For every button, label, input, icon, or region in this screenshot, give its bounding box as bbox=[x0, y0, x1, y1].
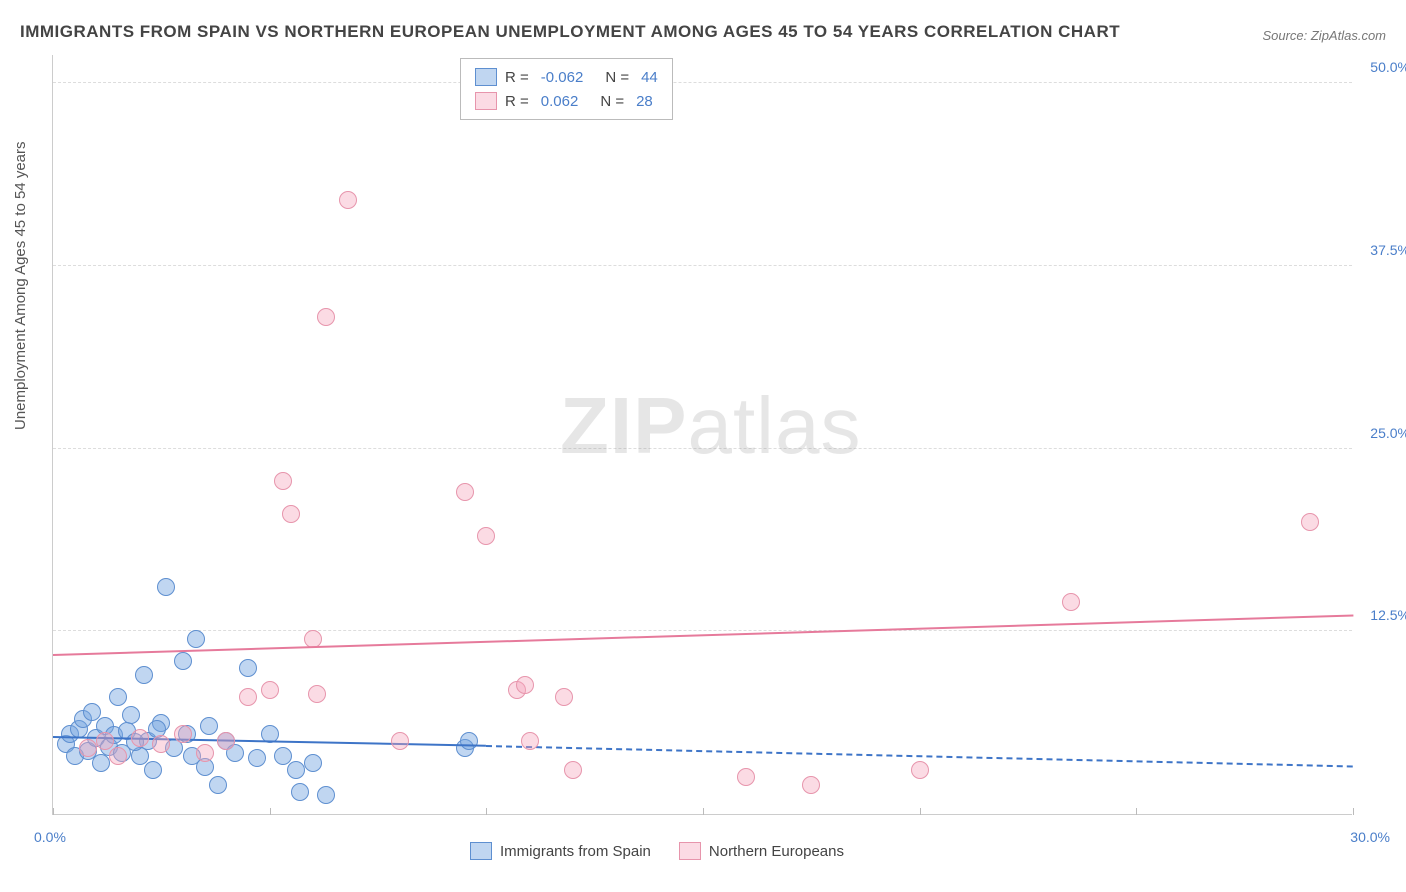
data-point bbox=[304, 754, 322, 772]
grid-line bbox=[53, 630, 1352, 631]
x-tick bbox=[53, 808, 54, 815]
data-point bbox=[274, 472, 292, 490]
grid-line bbox=[53, 82, 1352, 83]
data-point bbox=[174, 725, 192, 743]
data-point bbox=[135, 666, 153, 684]
n-value: 28 bbox=[636, 93, 653, 110]
data-point bbox=[460, 732, 478, 750]
data-point bbox=[157, 578, 175, 596]
data-point bbox=[79, 739, 97, 757]
x-tick-label: 0.0% bbox=[34, 829, 66, 845]
legend-label: Northern Europeans bbox=[709, 843, 844, 860]
legend-item: Immigrants from Spain bbox=[470, 842, 651, 860]
data-point bbox=[521, 732, 539, 750]
data-point bbox=[109, 688, 127, 706]
n-label: N = bbox=[600, 93, 624, 110]
grid-line bbox=[53, 265, 1352, 266]
r-value: 0.062 bbox=[541, 93, 579, 110]
data-point bbox=[287, 761, 305, 779]
data-point bbox=[144, 761, 162, 779]
trend-line bbox=[53, 615, 1353, 656]
x-tick bbox=[1136, 808, 1137, 815]
data-point bbox=[564, 761, 582, 779]
data-point bbox=[196, 744, 214, 762]
data-point bbox=[1301, 513, 1319, 531]
n-label: N = bbox=[605, 69, 629, 86]
data-point bbox=[261, 681, 279, 699]
scatter-chart: 12.5%25.0%37.5%50.0% bbox=[52, 55, 1352, 815]
y-tick-label: 50.0% bbox=[1370, 59, 1406, 75]
source-attribution: Source: ZipAtlas.com bbox=[1262, 28, 1386, 43]
data-point bbox=[274, 747, 292, 765]
y-axis-label: Unemployment Among Ages 45 to 54 years bbox=[12, 141, 29, 430]
data-point bbox=[174, 652, 192, 670]
n-value: 44 bbox=[641, 69, 658, 86]
data-point bbox=[131, 729, 149, 747]
data-point bbox=[248, 749, 266, 767]
x-tick bbox=[486, 808, 487, 815]
data-point bbox=[317, 786, 335, 804]
x-tick bbox=[703, 808, 704, 815]
data-point bbox=[83, 703, 101, 721]
x-tick-label: 30.0% bbox=[1350, 829, 1390, 845]
data-point bbox=[737, 768, 755, 786]
data-point bbox=[308, 685, 326, 703]
data-point bbox=[1062, 593, 1080, 611]
x-tick bbox=[270, 808, 271, 815]
data-point bbox=[477, 527, 495, 545]
data-point bbox=[239, 659, 257, 677]
data-point bbox=[209, 776, 227, 794]
data-point bbox=[339, 191, 357, 209]
r-value: -0.062 bbox=[541, 69, 584, 86]
y-tick-label: 12.5% bbox=[1370, 607, 1406, 623]
data-point bbox=[317, 308, 335, 326]
data-point bbox=[200, 717, 218, 735]
data-point bbox=[187, 630, 205, 648]
data-point bbox=[96, 732, 114, 750]
legend-swatch bbox=[470, 842, 492, 860]
chart-title: IMMIGRANTS FROM SPAIN VS NORTHERN EUROPE… bbox=[20, 22, 1120, 42]
legend-label: Immigrants from Spain bbox=[500, 843, 651, 860]
legend-item: Northern Europeans bbox=[679, 842, 844, 860]
grid-line bbox=[53, 448, 1352, 449]
series-legend: Immigrants from Spain Northern Europeans bbox=[470, 842, 844, 860]
correlation-legend: R = -0.062 N = 44 R = 0.062 N = 28 bbox=[460, 58, 673, 120]
data-point bbox=[516, 676, 534, 694]
x-tick bbox=[920, 808, 921, 815]
data-point bbox=[92, 754, 110, 772]
legend-swatch bbox=[475, 68, 497, 86]
data-point bbox=[555, 688, 573, 706]
data-point bbox=[282, 505, 300, 523]
y-tick-label: 25.0% bbox=[1370, 425, 1406, 441]
x-tick bbox=[1353, 808, 1354, 815]
data-point bbox=[456, 483, 474, 501]
r-label: R = bbox=[505, 69, 529, 86]
data-point bbox=[152, 735, 170, 753]
data-point bbox=[122, 706, 140, 724]
data-point bbox=[802, 776, 820, 794]
data-point bbox=[911, 761, 929, 779]
r-label: R = bbox=[505, 93, 529, 110]
legend-row: R = 0.062 N = 28 bbox=[475, 89, 658, 113]
legend-swatch bbox=[475, 92, 497, 110]
data-point bbox=[239, 688, 257, 706]
data-point bbox=[291, 783, 309, 801]
data-point bbox=[391, 732, 409, 750]
data-point bbox=[109, 747, 127, 765]
legend-swatch bbox=[679, 842, 701, 860]
legend-row: R = -0.062 N = 44 bbox=[475, 65, 658, 89]
data-point bbox=[217, 732, 235, 750]
y-tick-label: 37.5% bbox=[1370, 242, 1406, 258]
